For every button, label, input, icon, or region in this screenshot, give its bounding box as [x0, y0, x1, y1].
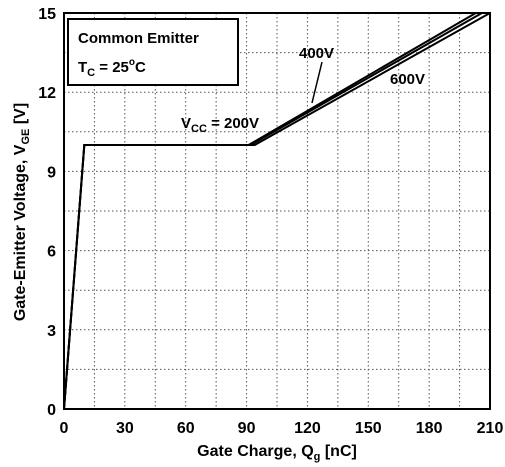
plot-frame: [63, 12, 491, 410]
annotation-600v: 600V: [390, 71, 425, 88]
legend-tc-unit: C: [135, 59, 146, 76]
y-axis-title-unit: [V]: [12, 103, 29, 129]
annotation-vcc-200v: VCC = 200V: [181, 115, 259, 135]
y-axis-title: Gate-Emitter Voltage, VGE [V]: [12, 103, 32, 321]
y-tick-label: 0: [47, 402, 56, 419]
y-axis-title-sub: GE: [20, 129, 32, 145]
x-tick-label: 180: [416, 420, 443, 437]
x-tick-labels: 0 30 60 90 120 150 180 210: [60, 420, 504, 437]
series-line: [63, 12, 491, 410]
legend-tc-sub: C: [87, 67, 95, 79]
legend-line-1: Common Emitter: [78, 30, 199, 47]
x-axis-title-main: Gate Charge, Q: [197, 443, 313, 460]
series-lines: [63, 12, 491, 410]
x-tick-label: 30: [116, 420, 134, 437]
annotation-vcc-main: V: [181, 115, 191, 132]
x-tick-label: 60: [177, 420, 195, 437]
legend-box: [67, 18, 239, 86]
x-tick-label: 210: [477, 420, 504, 437]
y-axis-title-main: Gate-Emitter Voltage, V: [12, 144, 29, 321]
x-tick-label: 120: [294, 420, 321, 437]
y-tick-label: 12: [38, 85, 56, 102]
x-tick-label: 0: [60, 420, 69, 437]
x-axis-title-unit: [nC]: [320, 443, 356, 460]
y-tick-label: 3: [47, 323, 56, 340]
annotation-400v: 400V: [299, 45, 334, 62]
legend-tc-sup: o: [129, 57, 135, 68]
annotation-400v-leader: [311, 61, 323, 104]
y-tick-label: 6: [47, 244, 56, 261]
y-tick-labels: 0 3 6 9 12 15: [38, 6, 56, 419]
legend-tc-eq: = 25: [95, 59, 129, 76]
annotation-vcc-val: = 200V: [207, 115, 259, 132]
x-tick-label: 150: [355, 420, 382, 437]
legend-tc-main: T: [78, 59, 87, 76]
y-tick-label: 9: [47, 164, 56, 181]
legend-line-2: TC = 25oC: [78, 57, 146, 79]
x-axis-title-sub: g: [314, 451, 321, 463]
annotation-vcc-sub: CC: [191, 123, 207, 135]
y-tick-label: 15: [38, 6, 56, 23]
x-tick-label: 90: [238, 420, 256, 437]
x-axis-title: Gate Charge, Qg [nC]: [197, 443, 357, 463]
